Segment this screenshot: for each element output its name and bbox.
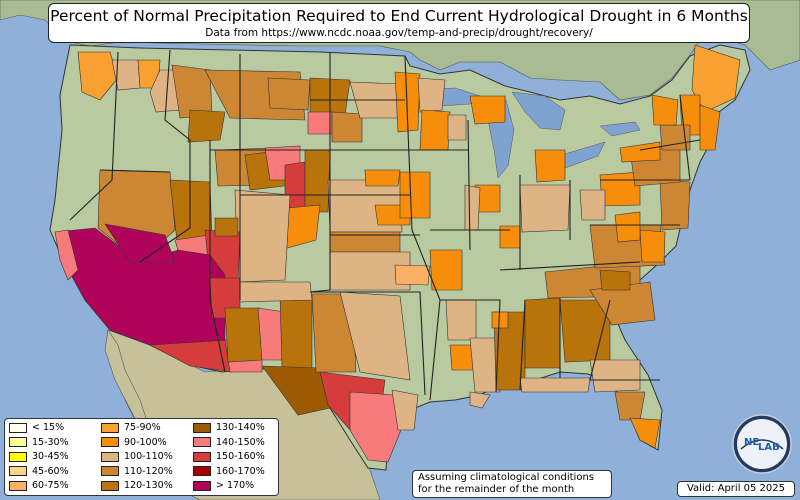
legend-swatch — [193, 466, 211, 476]
legend-label: 45-60% — [32, 465, 69, 477]
legend-label: 120-130% — [124, 480, 173, 491]
legend-swatch — [193, 437, 211, 447]
legend-label: 130-140% — [216, 422, 265, 433]
legend-swatch — [9, 422, 27, 433]
legend-swatch — [193, 480, 211, 491]
legend-label: 60-75% — [32, 480, 69, 491]
state-borders — [69, 49, 701, 401]
legend-item: 75-90% — [101, 422, 161, 433]
legend-swatch — [101, 422, 119, 433]
legend-swatch — [9, 480, 27, 491]
legend-swatch — [101, 437, 119, 447]
logo-text-ne: NE — [744, 437, 759, 448]
legend-item: 45-60% — [9, 466, 69, 477]
legend-swatch — [193, 422, 211, 433]
legend-label: 150-160% — [216, 451, 265, 462]
legend-label: > 170% — [216, 480, 255, 491]
map-title: Percent of Normal Precipitation Required… — [50, 7, 748, 25]
legend-item: 120-130% — [101, 480, 173, 491]
legend-item: 160-170% — [193, 466, 265, 477]
valid-date: Valid: April 05 2025 — [677, 481, 795, 497]
legend-label: 100-110% — [124, 451, 173, 462]
legend-label: 15-30% — [32, 436, 69, 448]
note-line-2: for the remainder of the month — [418, 484, 575, 495]
legend-item: > 170% — [193, 480, 254, 491]
legend-label: 75-90% — [124, 422, 161, 433]
legend-label: 140-150% — [216, 436, 265, 448]
legend-item: 15-30% — [9, 437, 69, 448]
assumption-note: Assuming climatological conditions for t… — [412, 470, 612, 498]
legend-label: < 15% — [32, 422, 65, 433]
legend-swatch — [9, 437, 27, 447]
map-subtitle: Data from https://www.ncdc.noaa.gov/temp… — [205, 27, 593, 39]
legend-item: < 15% — [9, 422, 64, 433]
legend-item: 130-140% — [193, 422, 265, 433]
legend-label: 160-170% — [216, 465, 265, 477]
legend-item: 30-45% — [9, 451, 69, 462]
legend-item: 90-100% — [101, 437, 167, 448]
note-line-1: Assuming climatological conditions — [418, 472, 594, 483]
legend-swatch — [101, 480, 119, 491]
nelab-logo: NE LAB — [732, 414, 792, 474]
legend-label: 30-45% — [32, 451, 69, 462]
legend: < 15% 15-30% 30-45% 45-60% 60-75% 75-90% 90-10… — [4, 418, 279, 496]
legend-item: 100-110% — [101, 451, 173, 462]
logo-text-lab: LAB — [758, 442, 780, 453]
title-box: Percent of Normal Precipitation Required… — [48, 3, 750, 43]
legend-swatch — [9, 451, 27, 462]
legend-swatch — [101, 466, 119, 476]
legend-label: 110-120% — [124, 465, 173, 477]
legend-swatch — [101, 451, 119, 462]
legend-label: 90-100% — [124, 436, 167, 448]
drought-regions — [54, 44, 741, 463]
legend-swatch — [9, 466, 27, 476]
legend-item: 150-160% — [193, 451, 265, 462]
legend-item: 110-120% — [101, 466, 173, 477]
legend-item: 140-150% — [193, 437, 265, 448]
legend-item: 60-75% — [9, 480, 69, 491]
legend-swatch — [193, 451, 211, 462]
